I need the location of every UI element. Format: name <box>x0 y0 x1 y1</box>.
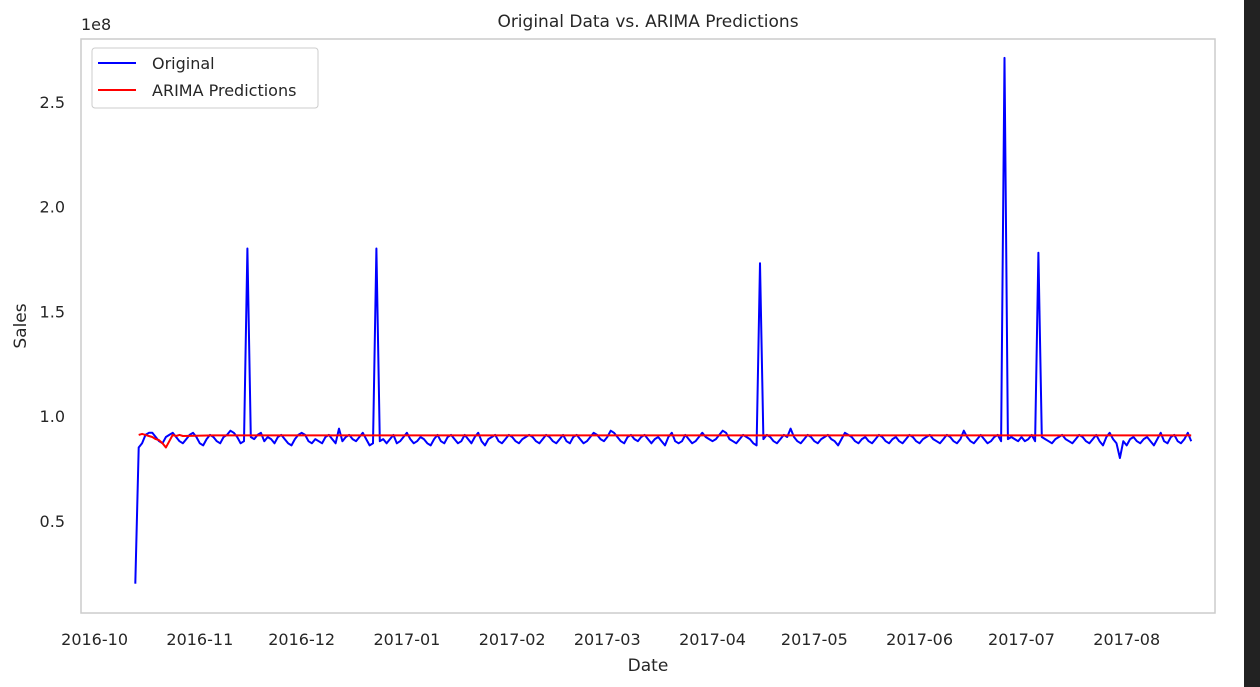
x-axis-ticks: 2016-10 2016-11 2016-12 2017-01 2017-02 2017-… <box>61 630 1160 649</box>
y-axis-ticks: 0.5 1.0 1.5 2.0 2.5 <box>40 93 65 531</box>
chart-title: Original Data vs. ARIMA Predictions <box>497 12 798 32</box>
legend-label: Original <box>152 54 215 73</box>
x-tick-label: 2017-06 <box>886 630 953 649</box>
x-tick-label: 2017-08 <box>1093 630 1160 649</box>
y-tick-label: 2.5 <box>40 93 65 112</box>
y-offset-label: 1e8 <box>81 15 111 34</box>
y-axis-label: Sales <box>11 303 31 348</box>
x-tick-label: 2017-05 <box>781 630 848 649</box>
series-lines <box>134 56 1193 584</box>
y-tick-label: 1.5 <box>40 302 65 321</box>
y-tick-label: 1.0 <box>40 407 65 426</box>
y-tick-label: 2.0 <box>40 198 65 217</box>
x-tick-label: 2017-03 <box>574 630 641 649</box>
series-line-arima-predictions <box>138 432 1192 449</box>
x-tick-label: 2017-01 <box>374 630 441 649</box>
legend-box <box>91 47 319 109</box>
x-axis-label: Date <box>628 656 669 676</box>
x-tick-label: 2016-11 <box>166 630 233 649</box>
x-tick-label: 2017-04 <box>679 630 746 649</box>
x-tick-label: 2017-02 <box>479 630 546 649</box>
x-tick-label: 2017-07 <box>988 630 1055 649</box>
y-tick-label: 0.5 <box>40 512 65 531</box>
legend: Original ARIMA Predictions <box>91 47 319 109</box>
x-tick-label: 2016-10 <box>61 630 128 649</box>
x-tick-label: 2016-12 <box>268 630 335 649</box>
series-line-original <box>134 56 1193 584</box>
plot-area <box>80 38 1216 614</box>
legend-label: ARIMA Predictions <box>152 81 296 100</box>
